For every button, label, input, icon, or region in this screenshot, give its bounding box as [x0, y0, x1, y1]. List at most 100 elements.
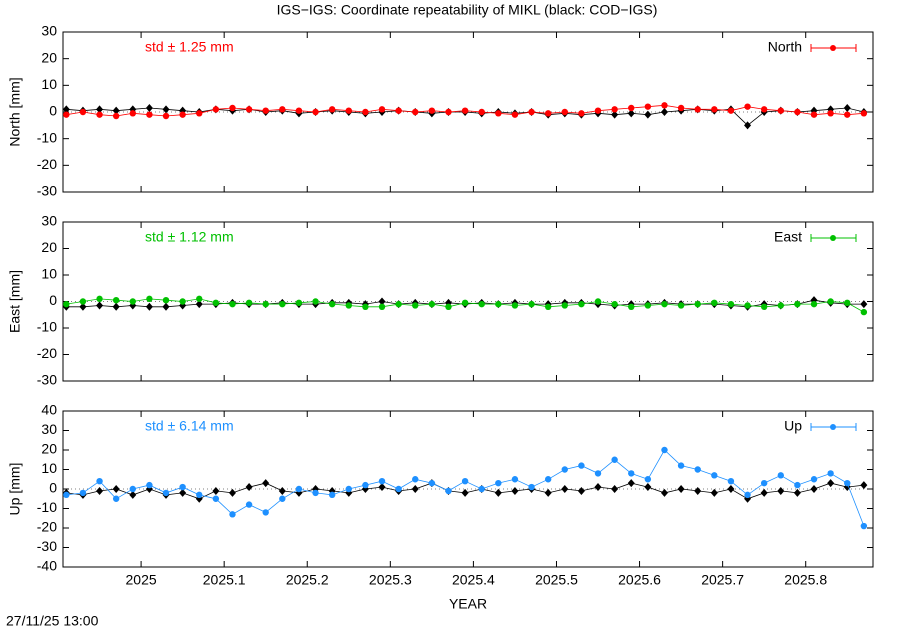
marker	[196, 491, 203, 499]
marker	[727, 478, 735, 485]
marker	[827, 298, 834, 305]
marker	[428, 479, 436, 487]
marker	[395, 107, 402, 114]
marker	[794, 481, 801, 489]
marker	[395, 300, 402, 308]
marker	[611, 485, 619, 493]
marker	[312, 489, 319, 497]
marker	[544, 303, 552, 310]
marker	[412, 476, 419, 483]
x-tick-label: 2025.6	[618, 572, 661, 588]
marker	[711, 106, 718, 113]
marker	[129, 490, 137, 499]
x-tick-label: 2025.2	[286, 572, 329, 588]
marker	[694, 106, 701, 113]
series	[63, 102, 868, 120]
marker	[295, 299, 303, 307]
marker	[644, 103, 652, 110]
marker	[63, 111, 70, 118]
marker	[644, 476, 652, 483]
marker	[262, 479, 270, 488]
marker	[810, 485, 818, 493]
x-tick-label: 2025.5	[535, 572, 578, 588]
marker	[511, 486, 519, 495]
x-tick-label: 2025.8	[784, 572, 827, 588]
marker	[378, 303, 386, 310]
marker	[561, 466, 568, 473]
marker	[428, 300, 436, 308]
marker	[279, 495, 286, 502]
marker	[661, 102, 668, 109]
marker	[760, 106, 768, 113]
x-tick-label: 2025.1	[203, 572, 246, 588]
marker	[428, 107, 436, 114]
marker	[494, 488, 502, 497]
marker	[711, 299, 718, 307]
y-tick-label: 30	[41, 213, 57, 229]
marker	[378, 297, 386, 306]
marker	[495, 110, 502, 117]
marker	[744, 491, 751, 499]
chart-title: IGS−IGS: Coordinate repeatability of MIK…	[277, 2, 658, 18]
marker	[228, 488, 236, 497]
marker	[760, 488, 768, 497]
marker	[727, 485, 735, 493]
marker	[727, 107, 735, 114]
marker	[810, 111, 818, 118]
marker	[495, 300, 502, 308]
marker	[312, 298, 319, 305]
marker	[810, 476, 818, 483]
marker	[511, 476, 519, 483]
y-tick-label: 40	[41, 402, 57, 418]
annotation: std ± 1.12 mm	[145, 229, 234, 245]
marker	[278, 486, 286, 495]
marker	[328, 491, 336, 499]
marker	[478, 108, 485, 116]
marker	[710, 488, 718, 497]
marker	[162, 489, 170, 497]
marker	[511, 111, 519, 118]
marker	[162, 112, 170, 120]
series-line	[66, 449, 865, 527]
marker	[793, 488, 801, 497]
marker	[495, 479, 502, 487]
y-tick-label: -20	[37, 156, 57, 172]
marker	[594, 470, 602, 477]
marker	[129, 485, 136, 493]
marker	[196, 295, 203, 303]
marker	[694, 300, 701, 308]
marker	[461, 107, 469, 114]
y-tick-label: -10	[37, 319, 57, 335]
marker	[112, 112, 120, 120]
marker	[262, 107, 269, 114]
marker	[212, 106, 220, 113]
marker	[279, 106, 286, 113]
legend-marker	[830, 235, 836, 241]
marker	[146, 481, 153, 489]
y-tick-label: 20	[41, 49, 57, 65]
marker	[760, 479, 768, 487]
marker	[844, 299, 851, 307]
marker	[229, 104, 236, 112]
y-tick-label: -20	[37, 519, 57, 535]
marker	[760, 303, 768, 310]
marker	[677, 302, 685, 309]
marker	[96, 478, 103, 485]
marker	[611, 106, 618, 113]
annotation: std ± 1.25 mm	[145, 39, 234, 55]
marker	[661, 300, 668, 308]
marker	[345, 302, 352, 309]
y-tick-label: 30	[41, 23, 57, 39]
y-tick-label: 10	[41, 266, 57, 282]
marker	[212, 495, 220, 502]
marker	[262, 509, 269, 516]
marker	[245, 501, 253, 508]
y-tick-label: 20	[41, 239, 57, 255]
x-tick-label: 2025.4	[452, 572, 495, 588]
marker	[777, 302, 784, 309]
marker	[860, 300, 868, 309]
marker	[594, 107, 602, 114]
marker	[395, 485, 402, 493]
marker	[644, 110, 652, 119]
marker	[644, 483, 652, 492]
